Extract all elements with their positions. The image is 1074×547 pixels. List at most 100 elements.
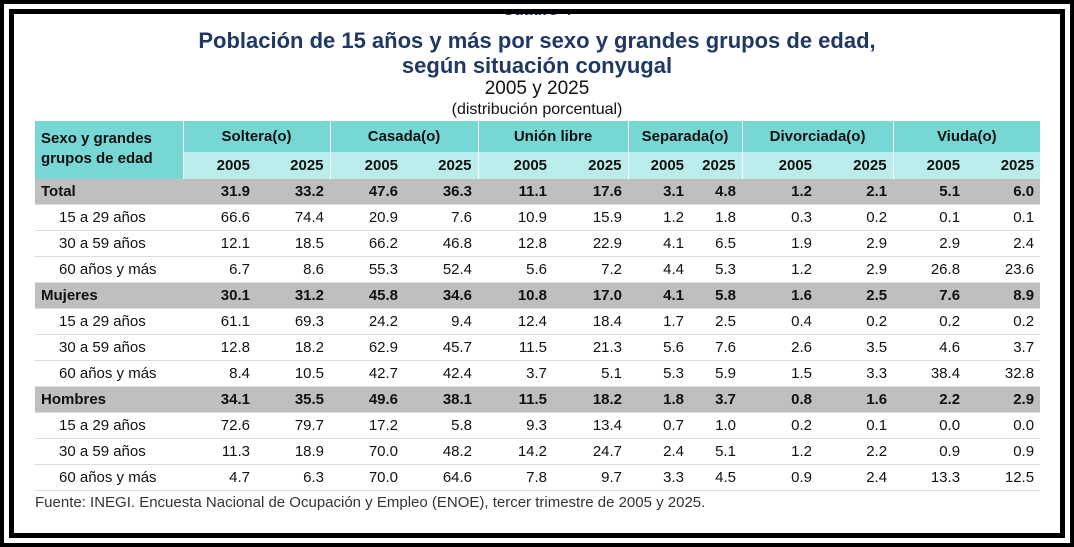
cell: 42.7 [330, 360, 405, 387]
data-row: 15 a 29 años 66.6 74.4 20.9 7.6 10.9 15.9 1.2 1.… [35, 204, 1041, 231]
cell: 22.9 [553, 230, 629, 257]
cell: 2.2 [893, 386, 967, 413]
cell: 1.0 [690, 412, 743, 439]
cell: 17.0 [553, 282, 629, 309]
cell: 66.6 [183, 204, 256, 231]
cell: 9.4 [404, 308, 479, 335]
cell: 49.6 [330, 386, 405, 413]
cell: 5.6 [628, 334, 691, 361]
cell: 2.4 [966, 230, 1041, 257]
cell: 7.6 [404, 204, 479, 231]
data-row: 60 años y más 8.4 10.5 42.7 42.4 3.7 5.1 5.3 5.9… [35, 360, 1041, 387]
title: Población de 15 años y más por sexo y gr… [198, 28, 876, 53]
header-row: 2005 2025 2005 2025 2005 2025 2005 2025 2005 2025… [35, 152, 1041, 179]
cell: 3.1 [628, 179, 691, 205]
row-label: Total [35, 179, 183, 205]
data-row: 60 años y más 4.7 6.3 70.0 64.6 7.8 9.7 3.3 4.5 0… [35, 464, 1041, 491]
cell: 61.1 [183, 308, 256, 335]
data-table: Sexo y grandes grupos de edad Soltera(o) C… [35, 121, 1041, 491]
cell: 2.9 [818, 230, 894, 257]
cell: 0.3 [742, 204, 819, 231]
cell: 0.2 [742, 412, 819, 439]
data-row: 30 a 59 años 12.1 18.5 66.2 46.8 12.8 22.9 4.1 6… [35, 230, 1041, 257]
year-header: 2025 [690, 152, 743, 179]
cell: 4.7 [183, 464, 256, 491]
cell: 2.4 [818, 464, 894, 491]
cell: 10.8 [478, 282, 554, 309]
cell: 62.9 [330, 334, 405, 361]
cell: 7.8 [478, 464, 554, 491]
cell: 34.6 [404, 282, 479, 309]
cell: 11.5 [478, 334, 554, 361]
cell: 1.5 [742, 360, 819, 387]
cell: 5.1 [690, 438, 743, 465]
cell: 13.4 [553, 412, 629, 439]
row-label: 15 a 29 años [35, 204, 183, 231]
year-header: 2005 [477, 152, 554, 179]
cell: 0.4 [742, 308, 819, 335]
cell: 45.8 [330, 282, 405, 309]
cell: 5.9 [690, 360, 743, 387]
year-header: 2005 [182, 152, 256, 179]
cell: 74.4 [256, 204, 331, 231]
total-row: Mujeres 30.1 31.2 45.8 34.6 10.8 17.0 4.1 5.8 1.6… [35, 282, 1041, 309]
cell: 1.8 [628, 386, 691, 413]
cell: 7.6 [690, 334, 743, 361]
cell: 8.9 [966, 282, 1041, 309]
cell: 12.1 [183, 230, 256, 257]
cell: 0.2 [818, 308, 894, 335]
cell: 2.9 [893, 230, 967, 257]
total-row: Total 31.9 33.2 47.6 36.3 11.1 17.6 3.1 4.8 1.2 2.… [35, 179, 1041, 205]
cell: 0.2 [966, 308, 1041, 335]
cell: 5.3 [628, 360, 691, 387]
cell: 24.7 [553, 438, 629, 465]
cell: 7.2 [553, 256, 629, 283]
cell: 14.2 [478, 438, 554, 465]
cell: 21.3 [553, 334, 629, 361]
cell: 12.4 [478, 308, 554, 335]
cell: 0.2 [818, 204, 894, 231]
cell: 5.1 [893, 179, 967, 205]
year-header: 2025 [966, 152, 1041, 179]
cell: 0.1 [818, 412, 894, 439]
cell: 35.5 [256, 386, 331, 413]
cell: 6.3 [256, 464, 331, 491]
group-header: Separada(o) [627, 121, 743, 152]
corner-header: Sexo y grandes grupos de edad [35, 121, 183, 179]
cell: 52.4 [404, 256, 479, 283]
total-row: Hombres 34.1 35.5 49.6 38.1 11.5 18.2 1.8 3.7 0.8… [35, 386, 1041, 413]
cell: 1.2 [742, 256, 819, 283]
cell: 34.1 [183, 386, 256, 413]
cell: 18.9 [256, 438, 331, 465]
cell: 1.2 [742, 179, 819, 205]
cell: 72.6 [183, 412, 256, 439]
cell: 1.9 [742, 230, 819, 257]
source-note: Fuente: INEGI. Encuesta Nacional de Ocup… [35, 494, 706, 511]
cell: 33.2 [256, 179, 331, 205]
group-header: Viuda(o) [892, 121, 1041, 152]
cell: 32.8 [966, 360, 1041, 387]
cell: 18.4 [553, 308, 629, 335]
cell: 5.1 [553, 360, 629, 387]
data-row: 30 a 59 años 11.3 18.9 70.0 48.2 14.2 24.7 2.4 5… [35, 438, 1041, 465]
cell: 4.5 [690, 464, 743, 491]
row-label: 60 años y más [35, 464, 183, 491]
cell: 0.1 [893, 204, 967, 231]
row-label: 15 a 29 años [35, 308, 183, 335]
cell: 10.9 [478, 204, 554, 231]
data-row: 30 a 59 años 12.8 18.2 62.9 45.7 11.5 21.3 5.6 7… [35, 334, 1041, 361]
cell: 46.8 [404, 230, 479, 257]
cell: 24.2 [330, 308, 405, 335]
cell: 0.7 [628, 412, 691, 439]
year-header: 2025 [818, 152, 894, 179]
cell: 2.5 [818, 282, 894, 309]
cell: 1.2 [742, 438, 819, 465]
cell: 2.5 [690, 308, 743, 335]
cell: 10.5 [256, 360, 331, 387]
cell: 38.4 [893, 360, 967, 387]
cell: 47.6 [330, 179, 405, 205]
year-header: 2005 [627, 152, 691, 179]
cell: 3.7 [966, 334, 1041, 361]
